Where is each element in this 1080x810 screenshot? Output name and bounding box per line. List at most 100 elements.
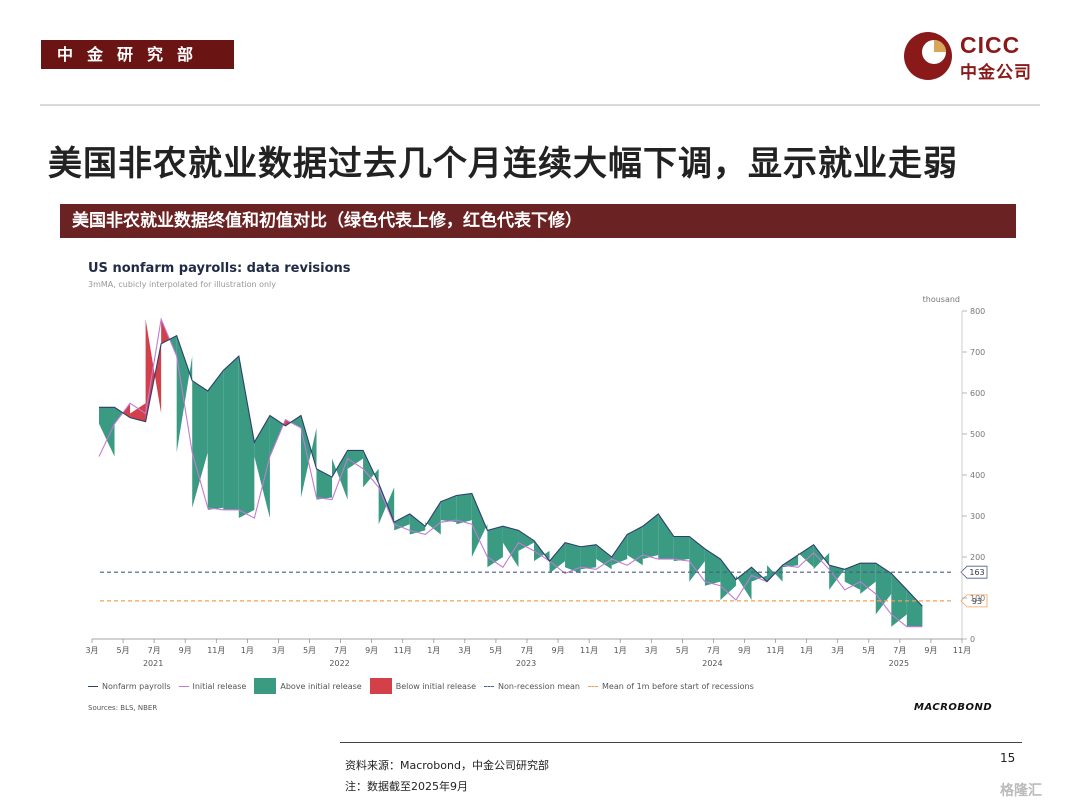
area-above	[627, 526, 643, 566]
area-above	[860, 563, 876, 594]
x-year-label: 2025	[889, 659, 909, 668]
y-tick-label: 200	[970, 553, 985, 562]
area-above	[409, 513, 426, 535]
area-above	[471, 493, 488, 557]
chart-sources: Sources: BLS, NBER	[88, 704, 158, 712]
area-above	[238, 356, 255, 519]
area-above	[549, 542, 566, 574]
area-above	[269, 415, 284, 457]
x-tick-label: 11月	[953, 646, 971, 655]
x-tick-label: 7月	[334, 646, 347, 655]
x-tick-label: 3月	[272, 646, 285, 655]
series-line-nonfarm	[99, 334, 923, 607]
area-above	[290, 415, 301, 428]
legend-item-nonrec: Non-recession mean	[484, 682, 580, 691]
revision-areas	[99, 319, 923, 627]
non-recession-mean-badge	[960, 565, 988, 579]
area-above	[456, 493, 472, 525]
area-above	[611, 534, 628, 566]
legend-label: Initial release	[192, 681, 247, 691]
area-above	[565, 542, 581, 574]
x-tick-label: 9月	[738, 646, 751, 655]
x-tick-label: 11月	[207, 646, 225, 655]
pre-recession-mean-badge	[960, 594, 988, 608]
x-tick-label: 1月	[241, 646, 254, 655]
area-above	[735, 567, 752, 601]
area-above	[114, 407, 123, 424]
area-above	[813, 544, 830, 570]
footer-source: 资料来源：Macrobond，中金公司研究部	[345, 759, 549, 772]
x-tick-label: 5月	[117, 646, 130, 655]
area-above	[580, 544, 597, 570]
x-tick-label: 7月	[893, 646, 906, 655]
legend-item-below: Below initial release	[369, 678, 477, 694]
x-tick-label: 1月	[614, 646, 627, 655]
legend-label: Above initial release	[280, 681, 362, 691]
y-tick-label: 700	[970, 348, 985, 357]
x-year-label: 2022	[329, 659, 349, 668]
footer-note: 注：数据截至2025年9月	[345, 780, 468, 793]
x-tick-label: 3月	[645, 646, 658, 655]
area-above	[891, 573, 907, 627]
area-below	[285, 419, 291, 426]
y-tick-label: 600	[970, 389, 985, 398]
logo-text-cn: 中金公司	[960, 63, 1032, 83]
x-tick-label: 5月	[489, 646, 502, 655]
x-tick-label: 9月	[365, 646, 378, 655]
y-tick-label: 300	[970, 512, 985, 521]
chart-subtitle: 3mMA, cubicly interpolated for illustrat…	[88, 280, 276, 289]
y-tick-label: 800	[970, 307, 985, 316]
payrolls-chart: 163 93 thousand 0 100 200 300 400 500 600 700 800 3…	[85, 295, 988, 668]
area-above	[192, 380, 208, 508]
x-tick-label: 3月	[458, 646, 471, 655]
x-tick-label: 11月	[766, 646, 784, 655]
axes: thousand 0 100 200 300 400 500 600 700 800 3月 5月 7月 9…	[85, 295, 985, 668]
area-above	[316, 468, 333, 500]
legend-item-above: Above initial release	[254, 678, 362, 694]
header-divider	[40, 104, 1040, 106]
x-year-label: 2023	[516, 659, 536, 668]
area-above	[673, 536, 690, 562]
x-tick-label: 11月	[580, 646, 598, 655]
area-above	[300, 415, 317, 498]
area-above	[829, 565, 845, 590]
y-tick-label: 0	[970, 635, 975, 644]
legend-label: Below initial release	[395, 681, 477, 691]
page-number: 15	[1000, 751, 1016, 765]
area-above	[704, 548, 721, 586]
x-tick-label: 7月	[148, 646, 161, 655]
area-above	[906, 589, 923, 627]
x-tick-label: 3月	[85, 646, 98, 655]
watermark: 格隆汇	[1000, 783, 1042, 799]
area-above	[596, 544, 612, 570]
x-tick-label: 3月	[831, 646, 844, 655]
area-above	[332, 450, 348, 500]
area-above	[347, 450, 364, 469]
non-recession-mean-badge-label: 163	[969, 568, 984, 577]
legend-item-mean1m: Mean of 1m before start of recessions	[588, 682, 754, 691]
cicc-logo-icon	[904, 32, 952, 80]
area-above	[502, 526, 519, 568]
y-tick-label: 400	[970, 471, 985, 480]
section-band-title: 美国非农就业数据终值和初值对比（绿色代表上修，红色代表下修）	[60, 204, 1016, 238]
x-tick-label: 9月	[552, 646, 565, 655]
series-line-initial	[98, 317, 923, 628]
x-tick-label: 5月	[676, 646, 689, 655]
y-tick-label: 100	[970, 594, 985, 603]
page-headline: 美国非农就业数据过去几个月连续大幅下调，显示就业走弱	[48, 144, 958, 184]
area-above	[254, 415, 270, 519]
area-below	[145, 319, 162, 422]
series-lines	[98, 317, 923, 628]
cicc-logo: CICC 中金公司	[902, 30, 1042, 83]
x-year-label: 2024	[702, 659, 722, 668]
area-above	[642, 513, 659, 560]
x-tick-label: 9月	[179, 646, 192, 655]
x-tick-label: 7月	[520, 646, 533, 655]
x-tick-label: 11月	[394, 646, 412, 655]
logo-text-en: CICC	[960, 32, 1021, 58]
legend-label: Non-recession mean	[498, 681, 580, 691]
chart-legend: Nonfarm payrolls Initial release Above i…	[88, 678, 758, 694]
x-tick-label: 5月	[862, 646, 875, 655]
area-above	[425, 501, 441, 535]
department-tag: 中金研究部	[41, 40, 234, 69]
